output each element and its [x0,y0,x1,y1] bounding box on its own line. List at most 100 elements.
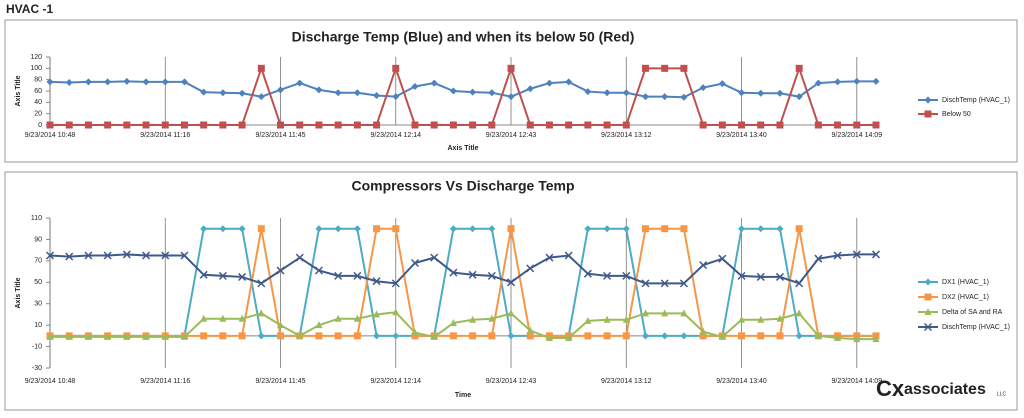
marker [871,250,881,259]
marker [923,322,933,332]
logo-suffix: LLC [997,391,1007,397]
marker [488,121,496,129]
marker [199,270,208,279]
marker [373,225,381,233]
marker [488,332,496,340]
marker [622,332,630,340]
marker [680,93,688,101]
marker [718,121,726,129]
marker [660,279,669,288]
y-tick-label: 0 [38,122,42,129]
marker [776,314,784,322]
marker [584,332,592,340]
marker [123,77,131,85]
marker [795,64,803,72]
marker [853,121,861,129]
marker [315,225,323,233]
series-line [50,227,876,337]
marker [641,309,649,317]
marker [622,225,630,233]
marker [392,308,400,316]
marker [584,316,592,324]
marker [526,85,534,93]
marker [738,89,746,97]
marker [487,271,496,280]
marker [353,225,361,233]
marker [924,110,932,118]
y-tick-label: 60 [34,88,42,95]
marker [180,332,188,340]
marker [469,88,477,96]
marker [449,225,457,233]
legend-label: Delta of SA and RA [942,309,1003,316]
marker [488,314,496,322]
marker [853,335,861,343]
marker [392,64,400,72]
marker [257,309,265,317]
marker [200,332,208,340]
marker [238,332,246,340]
marker [353,89,361,97]
marker [680,225,688,233]
marker [84,332,92,340]
y-axis-title: Axis Title [15,277,22,308]
marker [564,251,573,260]
marker [180,78,188,86]
marker [161,78,169,86]
marker [219,314,227,322]
marker [45,251,55,260]
marker [814,254,823,263]
marker [295,253,304,262]
marker [84,121,92,129]
series-line [49,80,876,99]
marker [603,225,611,233]
marker [679,279,688,288]
marker [757,121,765,129]
marker [545,334,553,341]
chart-frame [4,171,1018,411]
marker [468,270,477,279]
marker [430,332,438,340]
marker [257,64,265,72]
marker [200,88,208,96]
marker [507,309,515,317]
marker [526,121,534,129]
marker [795,279,804,288]
legend-label: DischTemp (HVAC_1) [942,97,1010,104]
x-tick-label: 9/23/2014 13:12 [601,378,652,385]
y-tick-label: 100 [30,65,42,72]
marker [142,332,150,340]
marker [661,332,669,340]
marker [680,64,688,72]
marker [449,87,457,95]
marker [430,121,438,129]
marker [65,121,73,129]
x-axis-title: Time [455,392,471,399]
chart-title: Discharge Temp (Blue) and when its below… [292,29,635,45]
marker [680,332,688,340]
legend-label: DischTemp (HVAC_1) [942,324,1010,331]
marker [238,272,247,281]
marker [353,271,362,280]
marker [738,225,746,233]
legend-label: DX2 (HVAC_1) [942,294,989,301]
marker [814,79,822,87]
y-tick-label: -10 [32,343,42,350]
y-tick-label: 40 [34,99,42,106]
marker [603,332,611,340]
marker [410,258,420,268]
marker [565,121,573,129]
marker [776,121,784,129]
marker [161,121,169,129]
marker [219,332,227,340]
y-tick-label: 120 [30,54,42,61]
marker [449,332,457,340]
marker [661,309,669,317]
marker [565,334,573,341]
marker [584,225,592,233]
marker [507,93,515,101]
marker [583,269,592,278]
marker [699,261,708,270]
legend-label: Below 50 [942,111,971,118]
marker [795,93,803,101]
